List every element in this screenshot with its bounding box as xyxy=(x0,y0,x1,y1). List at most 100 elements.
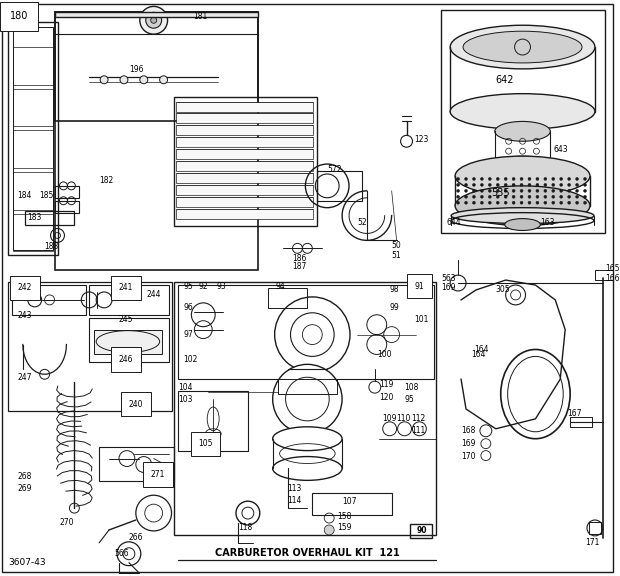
Ellipse shape xyxy=(450,94,595,130)
Bar xyxy=(312,493,392,515)
Circle shape xyxy=(472,201,476,204)
Circle shape xyxy=(583,195,587,198)
Circle shape xyxy=(472,190,476,192)
Circle shape xyxy=(575,195,578,198)
Text: 164: 164 xyxy=(474,345,489,354)
Circle shape xyxy=(552,183,555,187)
Circle shape xyxy=(560,190,563,192)
Circle shape xyxy=(552,195,555,198)
Text: 95: 95 xyxy=(184,282,193,290)
Circle shape xyxy=(544,190,547,192)
Text: 110: 110 xyxy=(397,414,411,423)
Bar xyxy=(8,22,58,255)
Circle shape xyxy=(489,177,491,180)
Bar xyxy=(13,47,53,85)
Ellipse shape xyxy=(495,156,551,176)
Text: 270: 270 xyxy=(60,517,74,526)
Text: 169: 169 xyxy=(461,439,476,448)
Circle shape xyxy=(512,177,515,180)
Text: 180: 180 xyxy=(10,12,29,21)
Text: 266: 266 xyxy=(129,533,143,543)
Text: 188: 188 xyxy=(45,242,59,251)
Circle shape xyxy=(520,195,523,198)
Circle shape xyxy=(496,201,499,204)
Text: 99: 99 xyxy=(390,304,399,312)
Text: 95: 95 xyxy=(404,395,414,404)
Text: 101: 101 xyxy=(414,315,429,324)
Circle shape xyxy=(512,183,515,187)
Text: 112: 112 xyxy=(412,414,426,423)
Text: 51: 51 xyxy=(392,251,401,260)
Circle shape xyxy=(552,201,555,204)
Ellipse shape xyxy=(273,427,342,450)
Circle shape xyxy=(489,201,491,204)
Text: 187: 187 xyxy=(293,262,307,271)
Ellipse shape xyxy=(455,186,590,226)
Text: 181: 181 xyxy=(193,12,208,21)
Text: 572: 572 xyxy=(327,165,342,173)
Bar xyxy=(177,149,313,159)
Text: 243: 243 xyxy=(18,311,32,320)
Text: 165: 165 xyxy=(605,264,619,272)
Circle shape xyxy=(324,525,334,535)
Circle shape xyxy=(504,177,507,180)
Circle shape xyxy=(464,201,467,204)
Circle shape xyxy=(560,177,563,180)
Circle shape xyxy=(120,76,128,84)
Bar xyxy=(55,12,258,17)
Bar xyxy=(94,329,162,354)
Text: 643: 643 xyxy=(553,145,568,154)
Bar xyxy=(25,211,74,225)
Text: 98: 98 xyxy=(390,286,399,294)
Bar xyxy=(55,201,79,213)
Circle shape xyxy=(464,195,467,198)
Bar xyxy=(12,285,86,314)
Circle shape xyxy=(528,183,531,187)
Circle shape xyxy=(496,195,499,198)
Circle shape xyxy=(575,190,578,192)
Text: 93: 93 xyxy=(216,282,226,290)
Circle shape xyxy=(583,177,587,180)
Ellipse shape xyxy=(455,156,590,196)
Circle shape xyxy=(496,177,499,180)
Circle shape xyxy=(472,195,476,198)
Bar xyxy=(177,173,313,183)
Text: 642: 642 xyxy=(496,75,514,85)
Ellipse shape xyxy=(450,25,595,69)
Text: 644: 644 xyxy=(446,218,461,227)
Text: 167: 167 xyxy=(567,410,582,418)
Circle shape xyxy=(480,190,484,192)
Text: 164: 164 xyxy=(471,350,485,359)
Text: 186: 186 xyxy=(293,254,307,263)
Circle shape xyxy=(496,183,499,187)
Text: 185: 185 xyxy=(40,191,54,200)
Bar xyxy=(441,10,605,233)
Text: 118: 118 xyxy=(238,524,252,532)
Text: 111: 111 xyxy=(412,426,426,435)
Circle shape xyxy=(568,201,570,204)
Bar xyxy=(89,318,169,362)
Text: 92: 92 xyxy=(198,282,208,290)
Circle shape xyxy=(552,177,555,180)
Text: 566: 566 xyxy=(114,550,129,558)
Ellipse shape xyxy=(451,208,594,223)
Bar xyxy=(278,379,337,394)
Text: 52: 52 xyxy=(357,218,366,227)
Text: 105: 105 xyxy=(198,439,213,448)
Text: 183: 183 xyxy=(27,213,41,222)
Circle shape xyxy=(456,177,459,180)
Bar xyxy=(177,209,313,219)
Circle shape xyxy=(504,195,507,198)
Circle shape xyxy=(489,183,491,187)
Bar xyxy=(268,288,308,308)
Bar xyxy=(8,282,172,411)
Text: 94: 94 xyxy=(276,282,285,290)
Text: 108: 108 xyxy=(404,382,419,392)
Text: 97: 97 xyxy=(184,330,193,339)
Circle shape xyxy=(575,201,578,204)
Text: 271: 271 xyxy=(151,470,165,479)
Circle shape xyxy=(520,177,523,180)
Text: 305: 305 xyxy=(496,286,510,294)
Circle shape xyxy=(140,76,148,84)
Text: 119: 119 xyxy=(379,380,393,389)
